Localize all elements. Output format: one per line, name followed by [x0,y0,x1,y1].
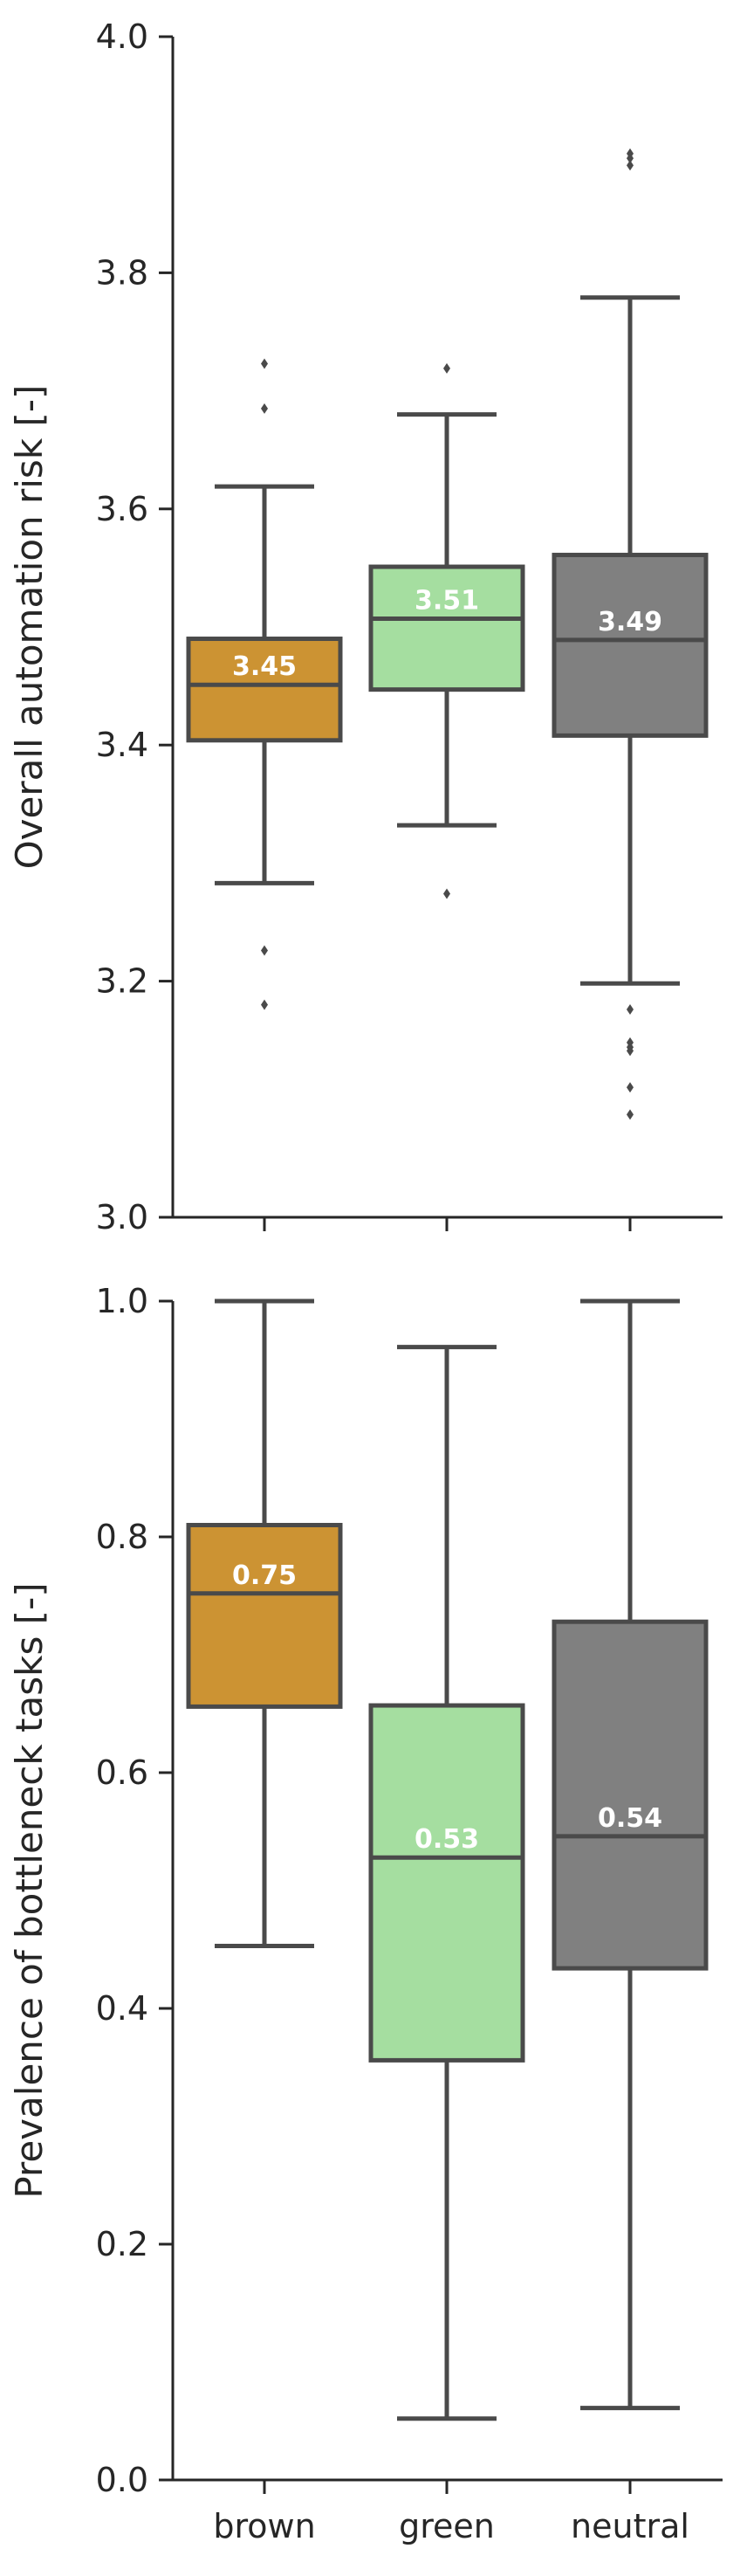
y-tick-label: 3.8 [96,253,148,292]
median-label: 3.45 [232,651,297,682]
box-body [552,553,709,738]
y-tick-label: 3.4 [96,726,148,764]
box-body [552,1619,709,1971]
box-green: 3.51 [368,362,525,899]
chart-panel-1: 3.0 3.2 3.4 3.6 3.8 4.0 Overall automation ris… [8,17,723,1236]
y-tick-label: 0.8 [96,1518,148,1556]
box-neutral: 3.49 [552,148,709,1120]
median-label: 3.51 [415,586,479,616]
x-tick-label-green: green [399,2507,495,2545]
box-brown: 3.45 [186,358,343,1010]
outlier-point [627,160,634,171]
outlier-point [261,999,268,1010]
outlier-point [261,945,268,956]
x-tick-label-brown: brown [213,2507,315,2545]
outlier-point [261,403,268,414]
y-tick-label: 0.6 [96,1753,148,1792]
box-brown: 0.75 [186,1298,343,1948]
chart-panel-2: 0.0 0.2 0.4 0.6 0.8 1.0 Prevalence of bottlene… [8,1282,723,2545]
outlier-point [443,362,450,374]
outlier-point [627,1045,634,1057]
y-tick-label: 0.2 [96,2225,148,2263]
box-body [368,564,525,692]
y-tick-label: 3.0 [96,1198,148,1236]
y-axis-label: Prevalence of bottleneck tasks [-] [8,1582,51,2198]
y-tick-label: 0.0 [96,2461,148,2499]
outlier-point [627,153,634,164]
outlier-point [261,358,268,369]
median-label: 0.53 [415,1824,479,1855]
outlier-point [627,1109,634,1120]
y-axis-label: Overall automation risk [-] [8,385,51,870]
y-tick-label: 0.4 [96,1989,148,2028]
y-tick-label: 3.2 [96,962,148,1001]
y-tick-label: 3.6 [96,490,148,528]
median-label: 0.75 [232,1560,297,1591]
y-tick-label: 1.0 [96,1282,148,1320]
outlier-point [627,1004,634,1016]
outlier-point [627,1082,634,1093]
median-label: 0.54 [598,1803,662,1834]
y-tick-label: 4.0 [96,17,148,56]
box-body [186,1523,343,1709]
box-green: 0.53 [368,1345,525,2421]
box-body [368,1703,525,2063]
box-body [186,637,343,743]
outlier-point [443,888,450,899]
x-tick-label-neutral: neutral [571,2507,689,2545]
median-label: 3.49 [598,607,662,637]
box-neutral: 0.54 [552,1298,709,2411]
